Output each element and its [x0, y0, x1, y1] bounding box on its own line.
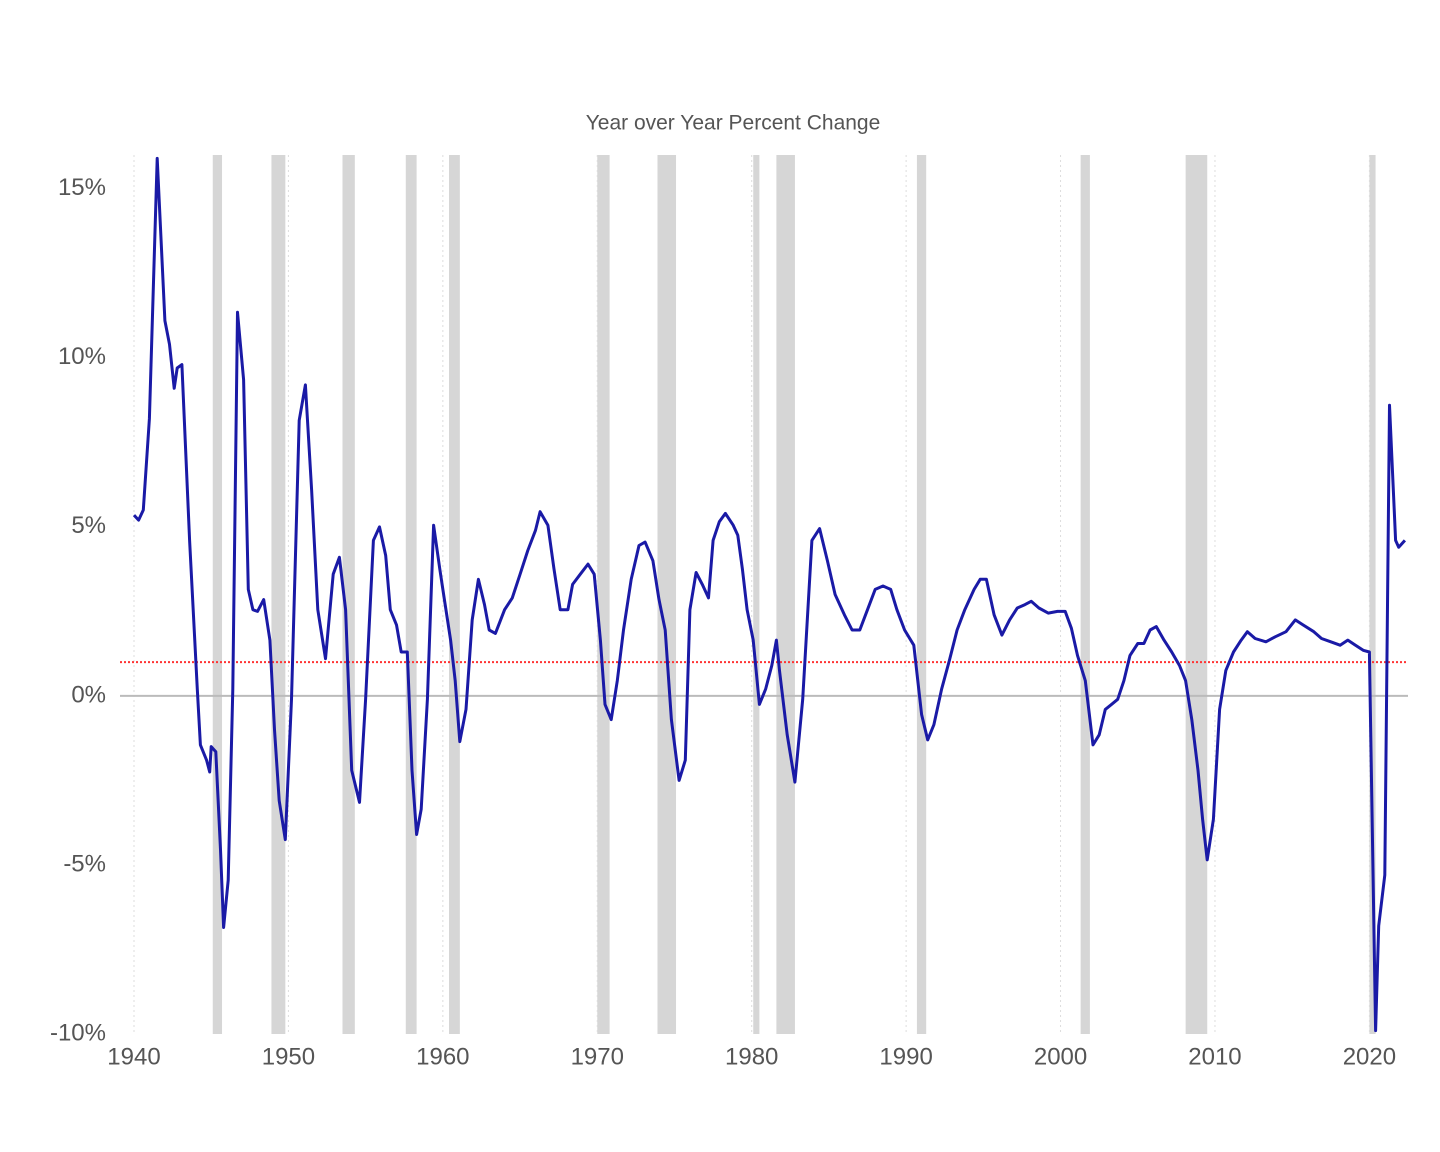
- recession-band: [405, 155, 417, 1034]
- recession-band: [1185, 155, 1208, 1034]
- recession-band: [1080, 155, 1090, 1034]
- x-tick-label: 2020: [1343, 1043, 1396, 1070]
- x-tick-label: 2010: [1188, 1043, 1241, 1070]
- y-tick-label: 0%: [71, 681, 106, 708]
- recession-band: [657, 155, 677, 1034]
- x-tick-label: 1940: [107, 1043, 160, 1070]
- y-tick-label: -5%: [63, 850, 106, 877]
- chart-title: Year over Year Percent Change: [586, 112, 881, 135]
- recession-band: [1369, 155, 1376, 1034]
- data-line: [132, 156, 1407, 1033]
- recession-band: [916, 155, 927, 1034]
- y-tick-label: 10%: [58, 343, 106, 370]
- x-tick-label: 1970: [571, 1043, 624, 1070]
- x-tick-label: 2000: [1034, 1043, 1087, 1070]
- x-tick-label: 1950: [262, 1043, 315, 1070]
- recession-band: [271, 155, 286, 1034]
- y-tick-label: -10%: [50, 1019, 106, 1046]
- y-tick-label: 5%: [71, 512, 106, 539]
- recession-band: [212, 155, 223, 1034]
- x-tick-label: 1960: [416, 1043, 469, 1070]
- recession-band: [776, 155, 795, 1034]
- recession-band: [449, 155, 460, 1034]
- x-tick-label: 1990: [879, 1043, 932, 1070]
- recession-band: [342, 155, 355, 1034]
- y-tick-label: 15%: [58, 174, 106, 201]
- x-tick-label: 1980: [725, 1043, 778, 1070]
- recession-band: [597, 155, 610, 1034]
- recession-band: [753, 155, 760, 1034]
